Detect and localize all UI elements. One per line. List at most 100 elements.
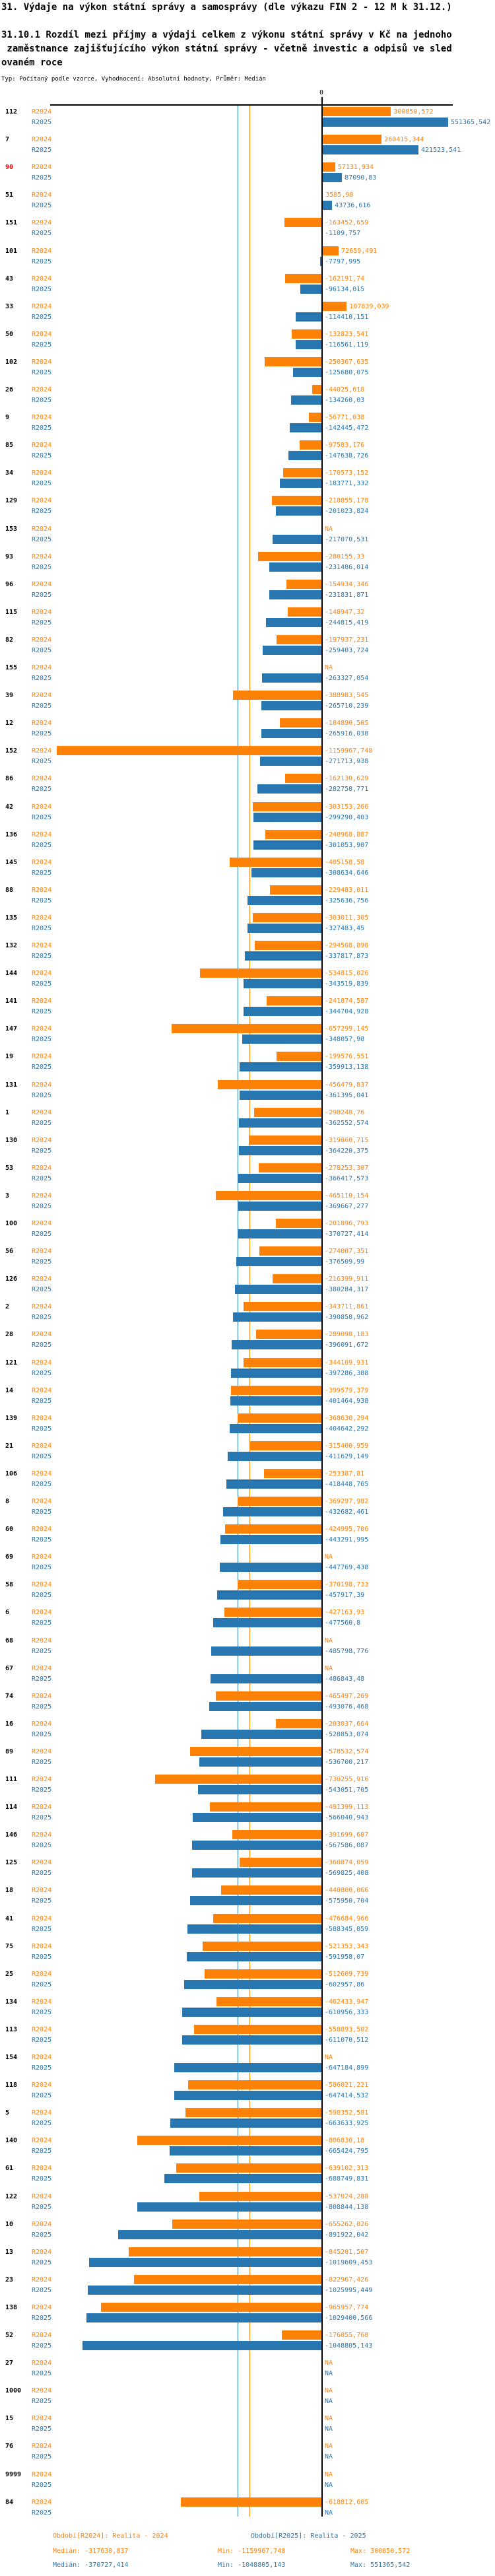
value-label-r2024: -201896,793	[325, 1220, 369, 1227]
series-label-r2025: R2025	[32, 2036, 52, 2044]
series-label-r2025: R2025	[32, 508, 52, 516]
bar-r2025	[257, 784, 322, 794]
row-id-label: 136	[5, 830, 18, 838]
series-label-r2024: R2024	[32, 886, 52, 894]
value-label-r2025: -263327,054	[325, 675, 369, 682]
value-label-r2024: -303153,266	[325, 803, 369, 811]
bar-r2024	[309, 413, 322, 423]
row-id-label: 41	[5, 1915, 14, 1922]
value-label-r2025: -647184,899	[325, 2064, 369, 2072]
chart-type-note: Typ: Počítaný podle vzorce, Vyhodnocení:…	[1, 76, 266, 83]
series-label-r2025: R2025	[32, 285, 52, 293]
series-label-r2024: R2024	[32, 553, 52, 560]
series-label-r2024: R2024	[32, 358, 52, 366]
series-label-r2025: R2025	[32, 2425, 52, 2433]
row-id-label: 145	[5, 858, 18, 866]
bar-r2025	[247, 923, 322, 933]
series-label-r2024: R2024	[32, 2192, 52, 2200]
series-label-r2025: R2025	[32, 1425, 52, 1433]
stat-min-r2024: Min: -1159967,748	[218, 2548, 286, 2555]
value-label-r2025: -231831,871	[325, 591, 369, 599]
zero-axis-label: 0	[319, 89, 324, 96]
row-id-label: 67	[5, 1664, 14, 1672]
series-label-r2025: R2025	[32, 897, 52, 904]
series-label-r2024: R2024	[32, 1720, 52, 1728]
series-label-r2024: R2024	[32, 302, 52, 310]
series-label-r2024: R2024	[32, 1664, 52, 1672]
row-id-label: 6	[5, 1609, 10, 1617]
series-label-r2025: R2025	[32, 953, 52, 960]
value-label-r2025: -567586,087	[325, 1842, 369, 1850]
value-label-r2025: -325636,756	[325, 897, 369, 904]
series-label-r2025: R2025	[32, 1202, 52, 1210]
row-id-label: 141	[5, 998, 18, 1005]
chart-title: 31. Výdaje na výkon státní správy a samo…	[1, 2, 452, 13]
bar-r2025	[291, 395, 322, 405]
series-label-r2025: R2025	[32, 2481, 52, 2489]
series-label-r2025: R2025	[32, 563, 52, 571]
series-label-r2024: R2024	[32, 442, 52, 450]
value-label-r2024: 3585,98	[325, 191, 354, 199]
bar-r2024	[249, 1135, 322, 1145]
value-label-r2025: -370727,414	[325, 1231, 369, 1238]
bar-r2025	[296, 312, 322, 322]
series-label-r2025: R2025	[32, 257, 52, 265]
series-label-r2024: R2024	[32, 1747, 52, 1755]
value-label-r2024: -274007,351	[325, 1248, 369, 1256]
value-label-r2024: -56771,038	[325, 414, 365, 422]
bar-r2024	[286, 579, 322, 589]
value-label-r2024: 57131,934	[337, 164, 374, 172]
series-label-r2024: R2024	[32, 2332, 52, 2339]
row-id-label: 25	[5, 1970, 14, 1978]
value-label-r2025: -1109,757	[325, 230, 361, 238]
value-label-r2024: -534815,026	[325, 970, 369, 978]
series-label-r2025: R2025	[32, 675, 52, 682]
value-label-r2024: -465110,154	[325, 1192, 369, 1200]
bar-r2025	[248, 895, 322, 905]
value-label-r2025: -404642,292	[325, 1425, 369, 1433]
value-label-r2024: -456479,837	[325, 1081, 369, 1089]
value-label-r2024: -170573,152	[325, 469, 369, 477]
value-label-r2025: -808844,138	[325, 2203, 369, 2211]
row-id-label: 113	[5, 2025, 18, 2033]
series-label-r2024: R2024	[32, 803, 52, 811]
bar-r2025	[288, 451, 322, 461]
value-label-r2024: -280155,33	[325, 553, 365, 560]
value-label-r2024: -537024,288	[325, 2192, 369, 2200]
value-label-r2024: 300850,572	[393, 108, 434, 116]
bar-r2025	[289, 423, 322, 433]
series-label-r2025: R2025	[32, 2314, 52, 2322]
bar-r2025	[300, 284, 322, 294]
bar-r2025	[186, 1951, 322, 1961]
value-label-r2024: 107839,039	[349, 302, 389, 310]
legend-r2025: Období[R2025]: Realita - 2025	[251, 2532, 366, 2540]
series-label-r2025: R2025	[32, 2258, 52, 2266]
row-id-label: 155	[5, 664, 18, 671]
chart-subtitle-line-1: 31.10.1 Rozdíl mezi příjmy a výdaji celk…	[1, 30, 452, 40]
series-label-r2024: R2024	[32, 1331, 52, 1339]
series-label-r2024: R2024	[32, 1637, 52, 1644]
value-label-r2025: -183771,332	[325, 480, 369, 488]
row-id-label: 93	[5, 553, 14, 560]
series-label-r2024: R2024	[32, 1164, 52, 1172]
row-id-label: 118	[5, 2082, 18, 2089]
bar-r2024	[215, 1190, 322, 1200]
bar-r2025	[261, 673, 322, 683]
series-label-r2024: R2024	[32, 858, 52, 866]
row-id-label: 21	[5, 1442, 14, 1450]
row-id-label: 52	[5, 2332, 14, 2339]
row-id-label: 61	[5, 2165, 14, 2173]
value-label-r2024: -462433,947	[325, 1998, 369, 2006]
series-label-r2025: R2025	[32, 2008, 52, 2016]
bar-r2025	[232, 1312, 322, 1322]
value-label-r2024: -639102,313	[325, 2165, 369, 2173]
bar-r2024	[269, 885, 322, 895]
bar-r2025	[293, 367, 322, 377]
value-label-r2025: -1048805,143	[325, 2342, 373, 2350]
row-id-label: 75	[5, 1942, 14, 1950]
series-label-r2025: R2025	[32, 1508, 52, 1516]
series-label-r2024: R2024	[32, 330, 52, 338]
value-label-r2024: -657299,145	[325, 1025, 369, 1033]
bar-r2025	[229, 1423, 322, 1433]
row-id-label: 101	[5, 247, 18, 255]
